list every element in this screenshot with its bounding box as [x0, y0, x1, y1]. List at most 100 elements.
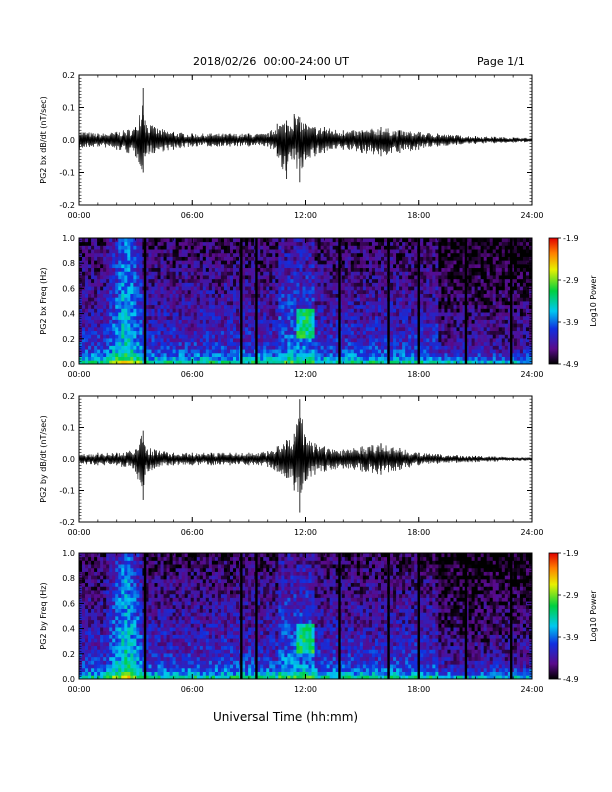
spectrogram-cell [233, 249, 236, 253]
spectrogram-cell [148, 249, 151, 253]
spectrogram-cell [155, 238, 158, 242]
spectrogram-cell [148, 297, 151, 301]
spectrogram-cell [248, 257, 251, 261]
spectrogram-cell [148, 338, 151, 342]
spectrogram-cell [266, 338, 269, 342]
spectrogram-cell [257, 334, 260, 338]
spectrogram-cell [127, 260, 130, 264]
spectrogram-cell [173, 257, 176, 261]
spectrogram-cell [194, 312, 197, 316]
spectrogram-cell [266, 312, 269, 316]
spectrogram-cell [97, 349, 100, 353]
spectrogram-cell [176, 264, 179, 268]
spectrogram-cell [215, 249, 218, 253]
spectrogram-cell [266, 253, 269, 257]
spectrogram-cell [206, 245, 209, 249]
spectrogram-cell [251, 331, 254, 335]
spectrogram-cell [194, 286, 197, 290]
spectrogram-cell [221, 257, 224, 261]
spectrogram-cell [121, 345, 124, 349]
spectrogram-cell [269, 334, 272, 338]
spectrogram-cell [203, 331, 206, 335]
spectrogram-cell [158, 316, 161, 320]
spectrogram-cell [106, 290, 109, 294]
spectrogram-cell [230, 357, 233, 361]
spectrogram-cell [133, 275, 136, 279]
spectrogram-cell [164, 349, 167, 353]
spectrogram-cell [206, 290, 209, 294]
spectrogram-cell [200, 357, 203, 361]
spectrogram-cell [191, 338, 194, 342]
spectrogram-cell [182, 242, 185, 246]
spectrogram-cell [161, 268, 164, 272]
spectrogram-cell [227, 257, 230, 261]
spectrogram-cell [161, 290, 164, 294]
spectrogram-cell [94, 245, 97, 249]
spectrogram-cell [182, 264, 185, 268]
spectrogram-cell [109, 238, 112, 242]
spectrogram-cell [218, 268, 221, 272]
spectrogram-cell [155, 338, 158, 342]
spectrogram-cell [182, 312, 185, 316]
spectrogram-cell [173, 282, 176, 286]
spectrogram-cell [173, 323, 176, 327]
spectrogram-cell [118, 301, 121, 305]
spectrogram-cell [197, 320, 200, 324]
spectrogram-cell [85, 323, 88, 327]
spectrogram-cell [215, 286, 218, 290]
spectrogram-cell [133, 271, 136, 275]
spectrogram-cell [82, 275, 85, 279]
spectrogram-cell [245, 282, 248, 286]
spectrogram-cell [248, 338, 251, 342]
spectrogram-cell [257, 282, 260, 286]
spectrogram-cell [106, 338, 109, 342]
spectrogram-cell [236, 338, 239, 342]
spectrogram-cell [173, 327, 176, 331]
spectrogram-cell [136, 282, 139, 286]
spectrogram-cell [251, 297, 254, 301]
spectrogram-cell [206, 297, 209, 301]
spectrogram-cell [230, 249, 233, 253]
spectrogram-cell [164, 334, 167, 338]
spectrogram-cell [242, 290, 245, 294]
spectrogram-cell [260, 242, 263, 246]
spectrogram-cell [139, 342, 142, 346]
spectrogram-cell [164, 271, 167, 275]
spectrogram-cell [233, 294, 236, 298]
spectrogram-cell [200, 253, 203, 257]
spectrogram-cell [188, 357, 191, 361]
spectrogram-cell [85, 257, 88, 261]
spectrogram-cell [91, 282, 94, 286]
spectrogram-cell [109, 353, 112, 357]
spectrogram-cell [233, 305, 236, 309]
spectrogram-cell [148, 290, 151, 294]
spectrogram-cell [97, 357, 100, 361]
spectrogram-cell [94, 353, 97, 357]
spectrogram-cell [185, 312, 188, 316]
spectrogram-cell [203, 308, 206, 312]
spectrogram-cell [215, 320, 218, 324]
spectrogram-cell [236, 290, 239, 294]
spectrogram-cell [133, 279, 136, 283]
spectrogram-cell [158, 294, 161, 298]
spectrogram-cell [103, 305, 106, 309]
spectrogram-cell [251, 353, 254, 357]
spectrogram-cell [233, 345, 236, 349]
spectrogram-cell [176, 294, 179, 298]
spectrogram-cell [191, 327, 194, 331]
spectrogram-cell [106, 357, 109, 361]
spectrogram-cell [218, 334, 221, 338]
spectrogram-cell [100, 327, 103, 331]
spectrogram-cell [127, 342, 130, 346]
spectrogram-cell [88, 249, 91, 253]
spectrogram-cell [203, 242, 206, 246]
spectrogram-cell [215, 345, 218, 349]
spectrogram-cell [200, 345, 203, 349]
spectrogram-cell [106, 271, 109, 275]
spectrogram-cell [139, 312, 142, 316]
spectrogram-cell [112, 338, 115, 342]
spectrogram-cell [158, 257, 161, 261]
spectrogram-cell [112, 334, 115, 338]
spectrogram-cell [118, 238, 121, 242]
spectrogram-cell [139, 249, 142, 253]
